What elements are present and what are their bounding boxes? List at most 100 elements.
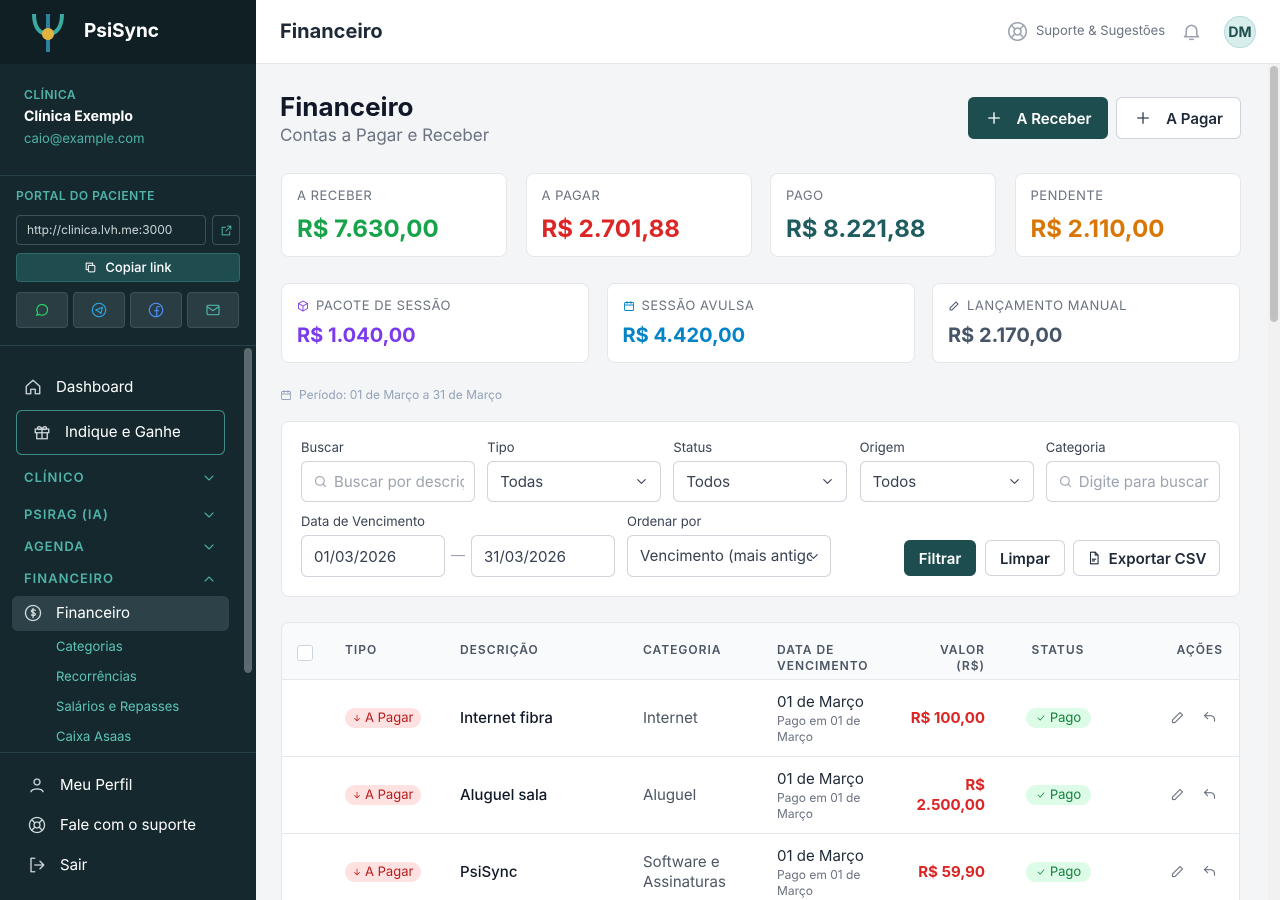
date-to[interactable]: 31/03/2026 (471, 535, 615, 577)
filter-input[interactable]: Buscar por descrição (301, 461, 475, 502)
summary-label: PAGO (786, 188, 824, 204)
nav-section[interactable]: CLÍNICO (24, 470, 85, 486)
page-title: Financeiro (280, 19, 383, 43)
filter-input[interactable]: Todos (673, 461, 848, 502)
icon (948, 300, 960, 312)
filter-placeholder: Digite para buscar (1078, 472, 1209, 491)
filter-input[interactable]: Digite para buscar (1045, 461, 1220, 502)
column-header: VALOR (R$) (939, 642, 985, 673)
summary-card (770, 173, 996, 257)
nav-highlight-box[interactable] (16, 410, 225, 455)
nav-section[interactable]: PSIRAG (IA) (24, 507, 109, 523)
portal-label: PORTAL DO PACIENTE (16, 188, 155, 203)
summary-card (281, 173, 507, 257)
divider (0, 175, 256, 176)
avatar[interactable]: DM (1224, 16, 1256, 48)
clinic-name: Clínica Exemplo (24, 108, 133, 125)
description: Internet fibra (460, 708, 553, 727)
origin-label: SESSÃO AVULSA (641, 298, 755, 314)
icon[interactable] (1007, 21, 1028, 42)
status-icon (1036, 790, 1046, 800)
filter-label: Categoria (1045, 440, 1106, 456)
icon (280, 389, 292, 401)
summary-label: PENDENTE (1030, 188, 1104, 204)
filter-button[interactable]: Filtrar (904, 540, 976, 576)
nav-subitem[interactable]: Recorrências (56, 669, 137, 685)
paid-date: Pago em 01 de Março (777, 713, 861, 744)
paid-date: Pago em 01 de Março (777, 867, 861, 898)
due-date: 01 de Março (777, 692, 864, 711)
type-badge: A Pagar (345, 862, 422, 882)
icon[interactable] (1202, 787, 1217, 802)
nav-item[interactable]: Indique e Ganhe (65, 422, 181, 441)
filter-label: Buscar (301, 440, 344, 456)
footer-item[interactable]: Sair (60, 855, 88, 874)
open-link[interactable] (212, 215, 240, 245)
scrollbar-thumb (1270, 66, 1278, 322)
divider (0, 345, 256, 346)
filter-input[interactable]: Todas (487, 461, 662, 502)
filter-value: Todos (872, 472, 917, 491)
footer-item[interactable]: Fale com o suporte (60, 815, 196, 834)
share-button[interactable] (187, 292, 239, 328)
description: Aluguel sala (460, 785, 548, 804)
clinic-email: caio@example.com (24, 131, 145, 147)
nav-subitem[interactable]: Caixa Asaas (56, 729, 132, 745)
share-button[interactable] (16, 292, 68, 328)
select-all-checkbox[interactable] (297, 645, 313, 661)
filter-button-label: Filtrar (918, 548, 962, 568)
icon (806, 549, 821, 564)
origin-card (606, 283, 915, 363)
filter-value: Todas (500, 472, 544, 491)
icon[interactable] (1170, 710, 1185, 725)
icon (820, 474, 835, 489)
column-header: DESCRIÇÃO (460, 642, 539, 657)
summary-card (1014, 173, 1241, 257)
new-payable-button[interactable]: A Pagar (1116, 97, 1241, 139)
header-subtitle: Contas a Pagar e Receber (280, 126, 490, 146)
clear-button[interactable]: Limpar (985, 540, 1065, 576)
nav-item-active[interactable]: Financeiro (56, 603, 130, 622)
date-from[interactable]: 01/03/2026 (301, 535, 445, 577)
summary-label: A RECEBER (297, 188, 373, 204)
sidebar (0, 0, 256, 900)
nav-item[interactable]: Dashboard (56, 377, 134, 396)
nav-section[interactable]: FINANCEIRO (24, 571, 114, 587)
portal-url[interactable]: http://clinica.lvh.me:3000 (16, 215, 206, 245)
category: Internet (643, 708, 698, 727)
share-button[interactable] (73, 292, 125, 328)
sort-select[interactable]: Vencimento (mais antigo) (627, 535, 831, 577)
filter-input[interactable]: Todos (859, 461, 1034, 502)
icon[interactable] (1202, 710, 1217, 725)
nav-subitem[interactable]: Salários e Repasses (56, 699, 180, 715)
footer-item[interactable]: Meu Perfil (60, 775, 133, 794)
new-receivable-button[interactable]: A Receber (968, 97, 1108, 139)
status-badge: Pago (1026, 708, 1091, 728)
type-icon (352, 790, 362, 800)
nav-section[interactable]: AGENDA (24, 539, 85, 555)
export-csv-button[interactable]: Exportar CSV (1073, 540, 1220, 576)
icon (313, 474, 328, 489)
nav-subitem[interactable]: Categorias (56, 639, 123, 655)
sort-label: Ordenar por (627, 514, 702, 530)
brand-name: PsiSync (84, 19, 159, 42)
icon[interactable] (1202, 864, 1217, 879)
paid-date: Pago em 01 de Março (777, 790, 861, 821)
share-button[interactable] (130, 292, 182, 328)
support-link[interactable]: Suporte & Sugestões (1036, 23, 1166, 39)
status-label: Pago (1049, 710, 1082, 726)
icon[interactable] (1181, 21, 1202, 42)
icon[interactable] (1170, 787, 1185, 802)
icon[interactable] (1170, 864, 1185, 879)
due-date: 01 de Março (777, 846, 864, 865)
value: R$ 100,00 (910, 708, 985, 727)
icon (201, 507, 217, 523)
category: Software e Assinaturas (643, 852, 726, 891)
icon (623, 300, 635, 312)
type-badge: A Pagar (345, 785, 422, 805)
scrollbar-thumb (244, 348, 252, 673)
copy-link-button[interactable]: Copiar link (16, 253, 240, 282)
summary-value: R$ 2.110,00 (1030, 214, 1165, 243)
filter-label: Origem (859, 440, 905, 456)
date-separator: — (451, 547, 465, 564)
